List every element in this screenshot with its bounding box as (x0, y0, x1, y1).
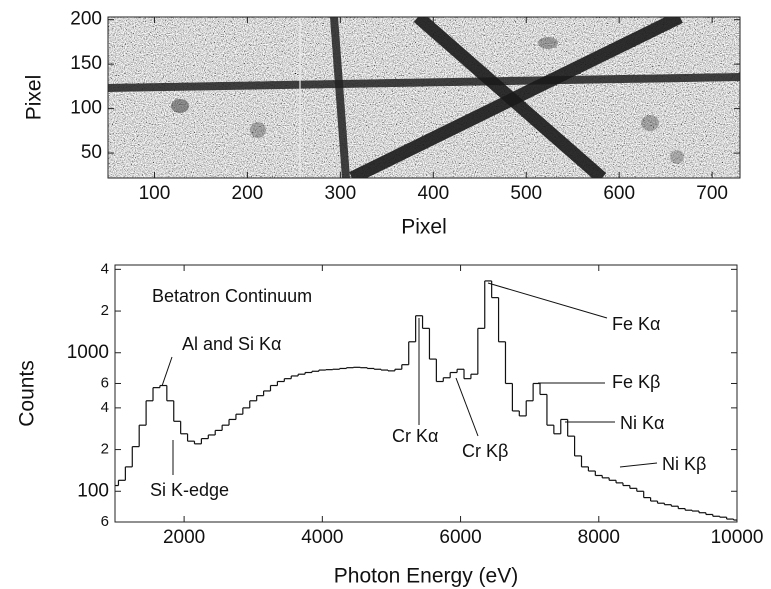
annotation: Fe Kα (612, 314, 660, 334)
y-tick-label: 6 (101, 374, 109, 391)
annotation: Betatron Continuum (152, 286, 312, 306)
annotation-pointer (487, 282, 608, 319)
y-tick-label: 2 (101, 302, 109, 319)
annotation-pointer (161, 356, 173, 387)
x-tick-label: 400 (417, 183, 449, 204)
y-tick-label: 200 (70, 9, 102, 30)
x-tick-label: 2000 (163, 527, 205, 548)
plot-frame (114, 264, 738, 523)
x-tick-label: 6000 (439, 527, 481, 548)
y-tick-label: 2 (101, 441, 109, 458)
image-frame (107, 16, 741, 179)
y-tick-label: 1000 (67, 342, 109, 363)
y-tick-label: 100 (77, 480, 109, 501)
y-axis-label: Counts (16, 360, 39, 427)
x-tick-label: 10000 (711, 527, 764, 548)
annotation-pointer (619, 462, 658, 468)
x-tick-label: 4000 (301, 527, 343, 548)
annotation-pointer (455, 377, 479, 437)
y-tick-label: 4 (101, 260, 109, 277)
annotation: Fe Kβ (612, 372, 660, 392)
y-tick-label: 4 (101, 399, 109, 416)
annotation: Al and Si Kα (182, 334, 281, 354)
x-tick-label: 300 (325, 183, 357, 204)
y-tick-label: 150 (70, 53, 102, 74)
y-tick-label: 50 (81, 142, 102, 163)
y-axis-label: Pixel (23, 75, 46, 121)
y-tick-label: 100 (70, 98, 102, 119)
x-tick-label: 600 (603, 183, 635, 204)
annotation: Ni Kβ (662, 454, 706, 474)
x-tick-label: 100 (139, 183, 171, 204)
x-tick-label: 700 (696, 183, 728, 204)
annotation: Ni Kα (620, 413, 664, 433)
x-tick-label: 200 (232, 183, 264, 204)
x-tick-label: 8000 (578, 527, 620, 548)
annotation: Cr Kα (392, 426, 438, 446)
x-tick-label: 500 (510, 183, 542, 204)
annotation: Si K-edge (150, 480, 229, 500)
x-axis-label: Photon Energy (eV) (334, 565, 518, 588)
y-tick-label: 6 (101, 513, 109, 530)
x-axis-label: Pixel (401, 216, 447, 239)
annotation: Cr Kβ (462, 441, 508, 461)
detector-image (108, 17, 740, 178)
